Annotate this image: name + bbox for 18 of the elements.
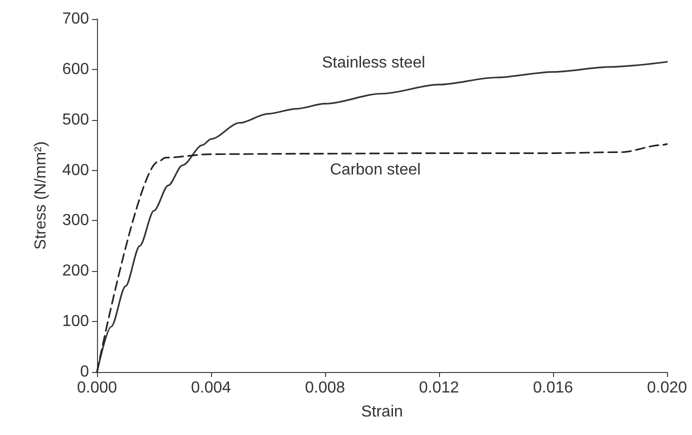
x-tick-label: 0.004 [190, 380, 232, 396]
x-tick-label: 0.020 [646, 380, 688, 396]
series-label: Stainless steel [322, 54, 426, 72]
y-axis-title: Stress (N/mm²) [32, 141, 50, 250]
y-tick-label: 300 [62, 212, 90, 230]
y-tick-label: 600 [62, 60, 90, 78]
x-tick-label: 0.016 [532, 380, 574, 396]
y-tick-label: 0 [80, 364, 90, 380]
series-label: Carbon steel [330, 162, 421, 178]
y-tick-label: 100 [62, 313, 90, 330]
x-tick-label: 0.000 [76, 380, 118, 396]
y-tick-label: 400 [62, 162, 90, 179]
y-tick-label: 500 [62, 111, 90, 128]
y-tick-label: 200 [62, 262, 90, 280]
y-tick-label: 700 [62, 10, 90, 28]
x-tick-label: 0.012 [418, 380, 460, 396]
x-axis-title: Strain [361, 404, 403, 420]
x-tick-label: 0.008 [304, 380, 346, 396]
